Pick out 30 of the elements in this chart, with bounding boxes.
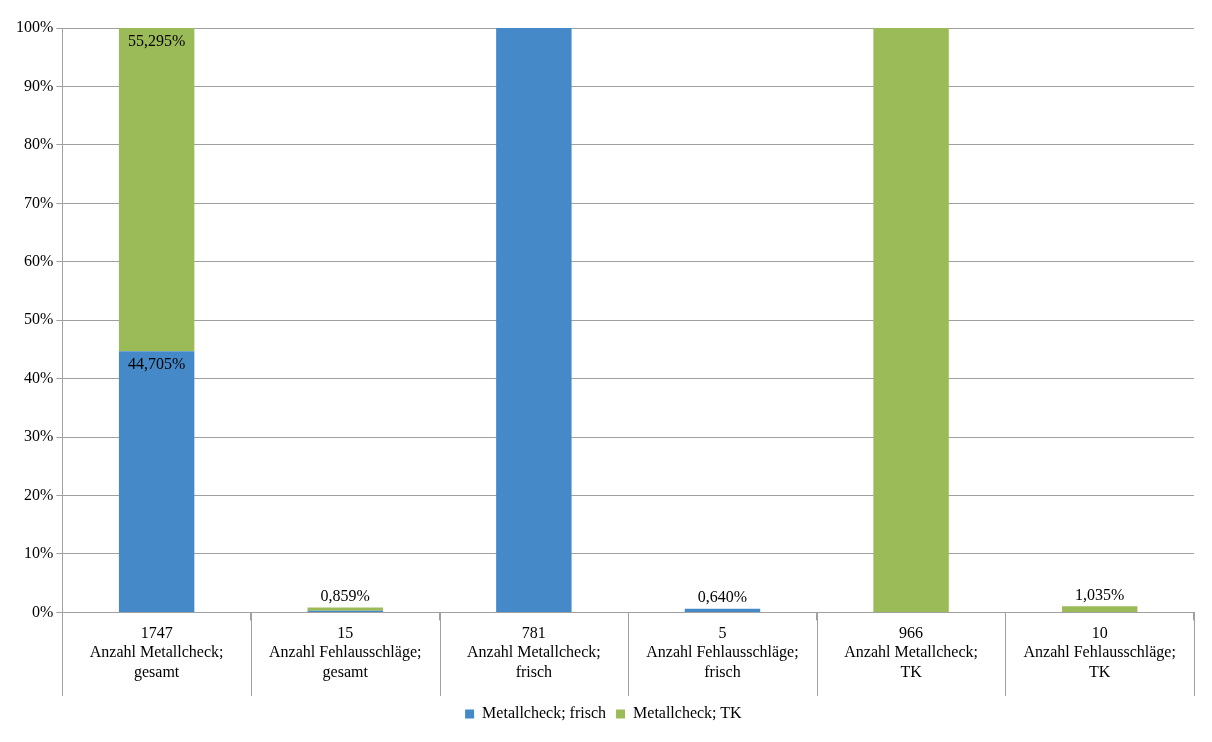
x-tick-label: 966 Anzahl Metallcheck; TK (844, 624, 978, 680)
y-tick-label: 10% (24, 544, 54, 562)
legend-label: Metallcheck; frisch (482, 704, 607, 722)
y-tick-label: 70% (24, 193, 54, 211)
x-tick-label: 781 Anzahl Metallcheck; frisch (467, 624, 601, 680)
y-tick-label: 0% (32, 602, 54, 620)
total-label: 1,035% (1075, 585, 1125, 603)
legend-label: Metallcheck; TK (633, 704, 743, 722)
x-tick-label: 5 Anzahl Fehlausschläge; frisch (646, 624, 799, 680)
x-tick-label: 10 Anzahl Fehlausschläge; TK (1023, 624, 1176, 680)
y-tick-label: 50% (24, 310, 54, 328)
bar (873, 28, 949, 612)
total-label: 0,859% (320, 586, 370, 604)
bar (1061, 606, 1138, 612)
y-tick-label: 80% (24, 135, 54, 153)
y-tick-label: 100% (16, 18, 54, 36)
bar (496, 28, 572, 612)
bar (118, 28, 195, 352)
y-tick-label: 60% (24, 251, 54, 269)
y-tick-label: 90% (24, 76, 54, 94)
bar (684, 608, 761, 612)
x-tick-label: 1747 Anzahl Metallcheck; gesamt (89, 624, 224, 681)
y-tick-label: 40% (24, 368, 54, 386)
y-tick-label: 20% (24, 485, 54, 503)
data-label: 55,295% (127, 32, 186, 50)
y-tick-label: 30% (24, 427, 54, 445)
x-tick-label: 15 Anzahl Fehlausschläge; gesamt (269, 624, 422, 681)
data-label: 44,705% (127, 355, 186, 373)
total-label: 0,640% (697, 587, 748, 605)
bar (118, 351, 195, 612)
